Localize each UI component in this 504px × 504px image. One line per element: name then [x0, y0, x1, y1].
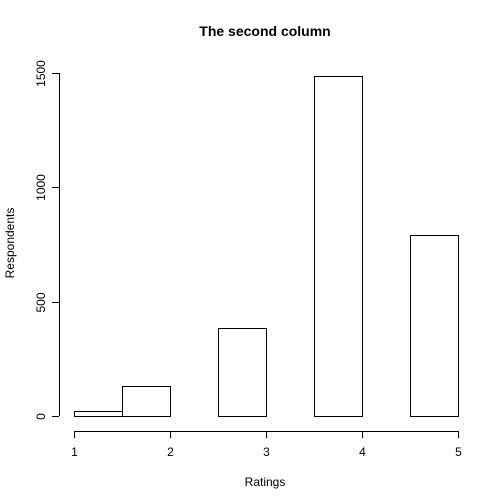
histogram-bar-1 [122, 386, 171, 417]
x-tick-label-0: 1 [71, 445, 78, 459]
x-tick-label-3: 4 [359, 445, 366, 459]
histogram-bar-3 [218, 328, 267, 417]
chart-title: The second column [199, 23, 330, 39]
histogram-bar-7 [410, 235, 459, 417]
x-tick-label-1: 2 [167, 445, 174, 459]
y-tick-label-1: 500 [34, 292, 48, 312]
y-tick-label-0: 0 [34, 413, 48, 420]
histogram-bar-5 [314, 76, 363, 417]
y-tick-label-2: 1000 [34, 174, 48, 201]
y-axis: 0 500 1000 1500 [34, 60, 60, 420]
y-tick-label-3: 1500 [34, 60, 48, 87]
y-axis-label: Respondents [3, 208, 17, 279]
histogram-bar-0 [74, 411, 123, 417]
x-axis: 1 2 3 4 5 [71, 431, 462, 459]
bars-layer [74, 76, 459, 417]
x-axis-label: Ratings [245, 475, 286, 489]
x-tick-label-2: 3 [263, 445, 270, 459]
x-tick-label-4: 5 [455, 445, 462, 459]
